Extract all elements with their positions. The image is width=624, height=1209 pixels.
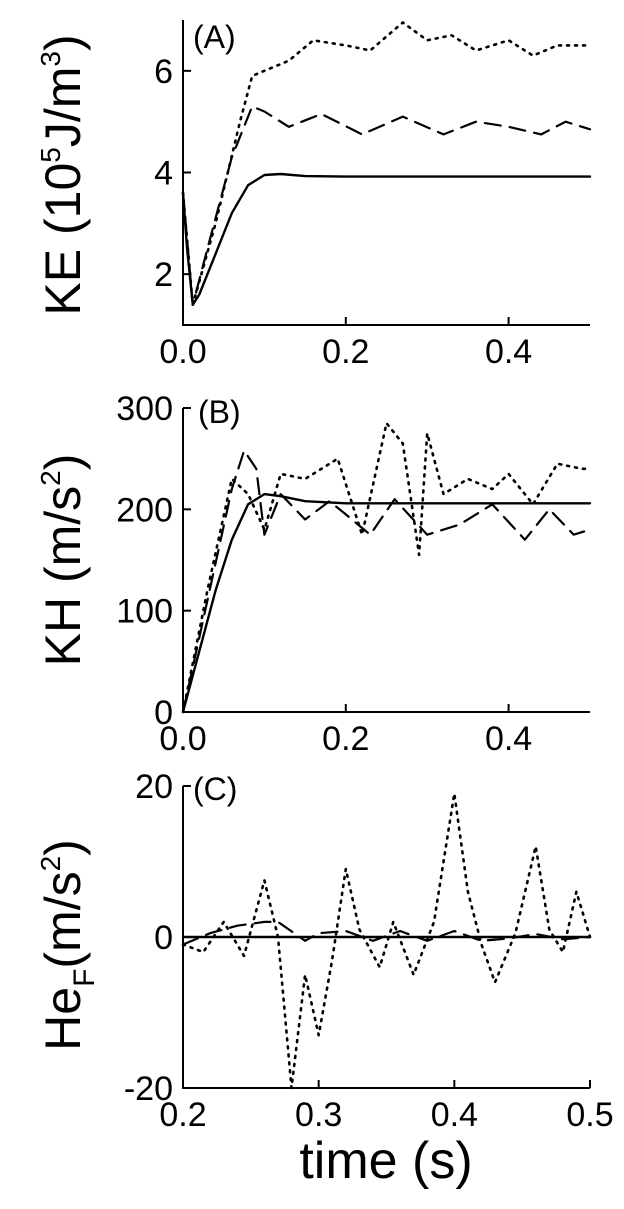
panel-a-series-dashed (181, 105, 592, 306)
panel-b-ytick-label: 300 (116, 390, 173, 428)
panel-c-xtick-label: 0.2 (159, 1096, 206, 1134)
panel-a-xtick-label: 0.4 (485, 333, 532, 371)
panel-a-label: (A) (193, 19, 236, 55)
panel-c-xtick-label: 0.4 (431, 1096, 478, 1134)
panel-a-ytick-label: 4 (154, 155, 173, 193)
panel-a-ylabel: KE (105J/m3) (35, 34, 91, 315)
panel-a-series-dotted (181, 21, 592, 306)
panel-a-axes (182, 20, 590, 326)
panel-a: 0.0 0.2 0.4 2 4 6 (A) KE (105J/m3) (35, 19, 592, 371)
panel-c-xtick-label: 0.5 (566, 1096, 613, 1134)
panel-c-axes (182, 786, 590, 1089)
panel-c-ytick-label: -20 (124, 1070, 173, 1108)
panel-c-series-dashed (181, 920, 592, 946)
panel-a-ytick-label: 2 (154, 256, 173, 294)
panel-a-series-solid (181, 172, 592, 306)
panel-a-xtick-label: 0.2 (322, 333, 369, 371)
panel-c-series-dotted (181, 792, 592, 1090)
panel-c-xtick-label: 0.3 (295, 1096, 342, 1134)
panel-c-ytick-label: 20 (135, 768, 173, 806)
panel-c: 0.2 0.3 0.4 0.5 -20 0 20 (C) HeF(m/s2) time (s… (35, 768, 614, 1190)
panel-b-ytick-label: 200 (116, 491, 173, 529)
panel-a-marks: 0.0 0.2 0.4 2 4 6 (154, 21, 592, 371)
panel-c-ylabel: HeF(m/s2) (35, 839, 101, 1051)
panel-b-series-solid (181, 492, 592, 714)
panel-b-ylabel: KH (m/s2) (35, 454, 91, 667)
panel-b-xtick-label: 0.4 (485, 720, 532, 758)
panel-c-xlabel: time (s) (299, 1132, 472, 1190)
panel-b-marks: 0.0 0.2 0.4 0 100 200 300 (116, 390, 592, 758)
panel-c-label: (C) (193, 771, 237, 807)
panel-b-series-dashed (181, 449, 592, 714)
panel-b-axes (182, 408, 590, 713)
panel-b-label: (B) (198, 394, 241, 430)
panel-b-xtick-label: 0.0 (159, 720, 206, 758)
panel-a-xtick-label: 0.0 (159, 333, 206, 371)
panel-b-series-dotted (181, 421, 592, 714)
panel-c-ytick-label: 0 (154, 919, 173, 957)
panel-c-marks: 0.2 0.3 0.4 0.5 -20 0 20 (124, 768, 614, 1134)
panel-b: 0.0 0.2 0.4 0 100 200 300 (B) KH (m/s2) (35, 390, 592, 758)
panel-b-xtick-label: 0.2 (322, 720, 369, 758)
panel-b-ytick-label: 0 (154, 694, 173, 732)
panel-a-ytick-label: 6 (154, 53, 173, 91)
panel-b-ytick-label: 100 (116, 593, 173, 631)
